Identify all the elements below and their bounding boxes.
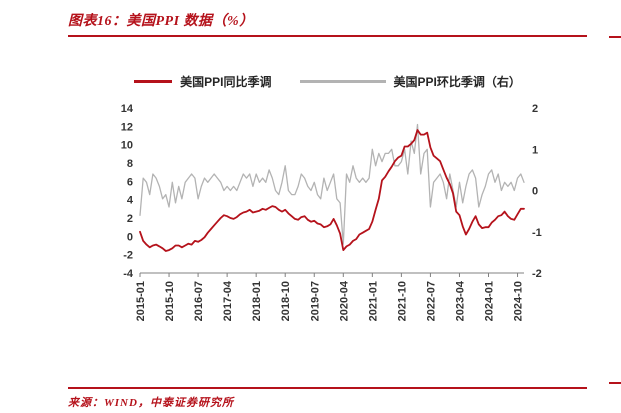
svg-text:-1: -1: [532, 227, 542, 239]
legend-label-yoy: 美国PPI同比季调: [180, 75, 272, 89]
svg-text:2024-10: 2024-10: [512, 281, 524, 321]
adjacent-column-rule-bottom: [609, 382, 621, 384]
svg-text:4: 4: [126, 195, 133, 207]
adjacent-column-rule-top: [609, 36, 621, 38]
svg-text:6: 6: [126, 176, 132, 188]
svg-text:8: 8: [126, 158, 132, 170]
svg-text:2023-04: 2023-04: [454, 280, 466, 321]
svg-text:-2: -2: [123, 250, 133, 262]
svg-text:0: 0: [126, 231, 132, 243]
chart-area: 美国PPI同比季调 美国PPI环比季调（右） 14 12 10 8 6 4 2 0 -2 -4 2 1…: [68, 73, 587, 353]
svg-text:2015-01: 2015-01: [135, 281, 147, 321]
svg-text:2016-07: 2016-07: [193, 281, 205, 321]
svg-text:12: 12: [120, 121, 132, 133]
svg-text:2018-01: 2018-01: [251, 281, 263, 321]
svg-text:2018-10: 2018-10: [280, 281, 292, 321]
source-text: 来源：WIND，中泰证券研究所: [68, 397, 234, 409]
footer: 来源：WIND，中泰证券研究所: [68, 382, 587, 410]
report-column: 图表16：美国PPI 数据（%） 美国PPI同比季调 美国PPI环比季调（右） …: [68, 0, 587, 353]
svg-text:10: 10: [120, 140, 132, 152]
svg-text:2: 2: [532, 103, 538, 115]
svg-text:2020-04: 2020-04: [338, 280, 350, 321]
chart-legend: 美国PPI同比季调 美国PPI环比季调（右）: [68, 73, 587, 90]
svg-text:2021-01: 2021-01: [367, 281, 379, 321]
legend-item-yoy: 美国PPI同比季调: [134, 73, 272, 90]
svg-text:14: 14: [120, 103, 133, 115]
svg-text:2019-07: 2019-07: [309, 281, 321, 321]
legend-item-mom: 美国PPI环比季调（右）: [299, 73, 521, 90]
svg-text:2024-01: 2024-01: [483, 281, 495, 321]
svg-text:2: 2: [126, 213, 132, 225]
svg-text:-4: -4: [123, 268, 134, 280]
page-title: 图表16：美国PPI 数据（%）: [68, 14, 254, 29]
svg-text:1: 1: [532, 144, 538, 156]
title-rule: [68, 35, 587, 37]
svg-text:2021-10: 2021-10: [396, 281, 408, 321]
svg-text:0: 0: [532, 186, 538, 198]
svg-text:2022-07: 2022-07: [425, 281, 437, 321]
legend-label-mom: 美国PPI环比季调（右）: [393, 75, 521, 89]
svg-text:2015-10: 2015-10: [164, 281, 176, 321]
footer-rule: [68, 387, 587, 389]
svg-text:2017-04: 2017-04: [222, 280, 234, 321]
svg-text:-2: -2: [532, 268, 542, 280]
mom-line-swatch: [299, 80, 386, 83]
yoy-line-swatch: [134, 80, 173, 83]
